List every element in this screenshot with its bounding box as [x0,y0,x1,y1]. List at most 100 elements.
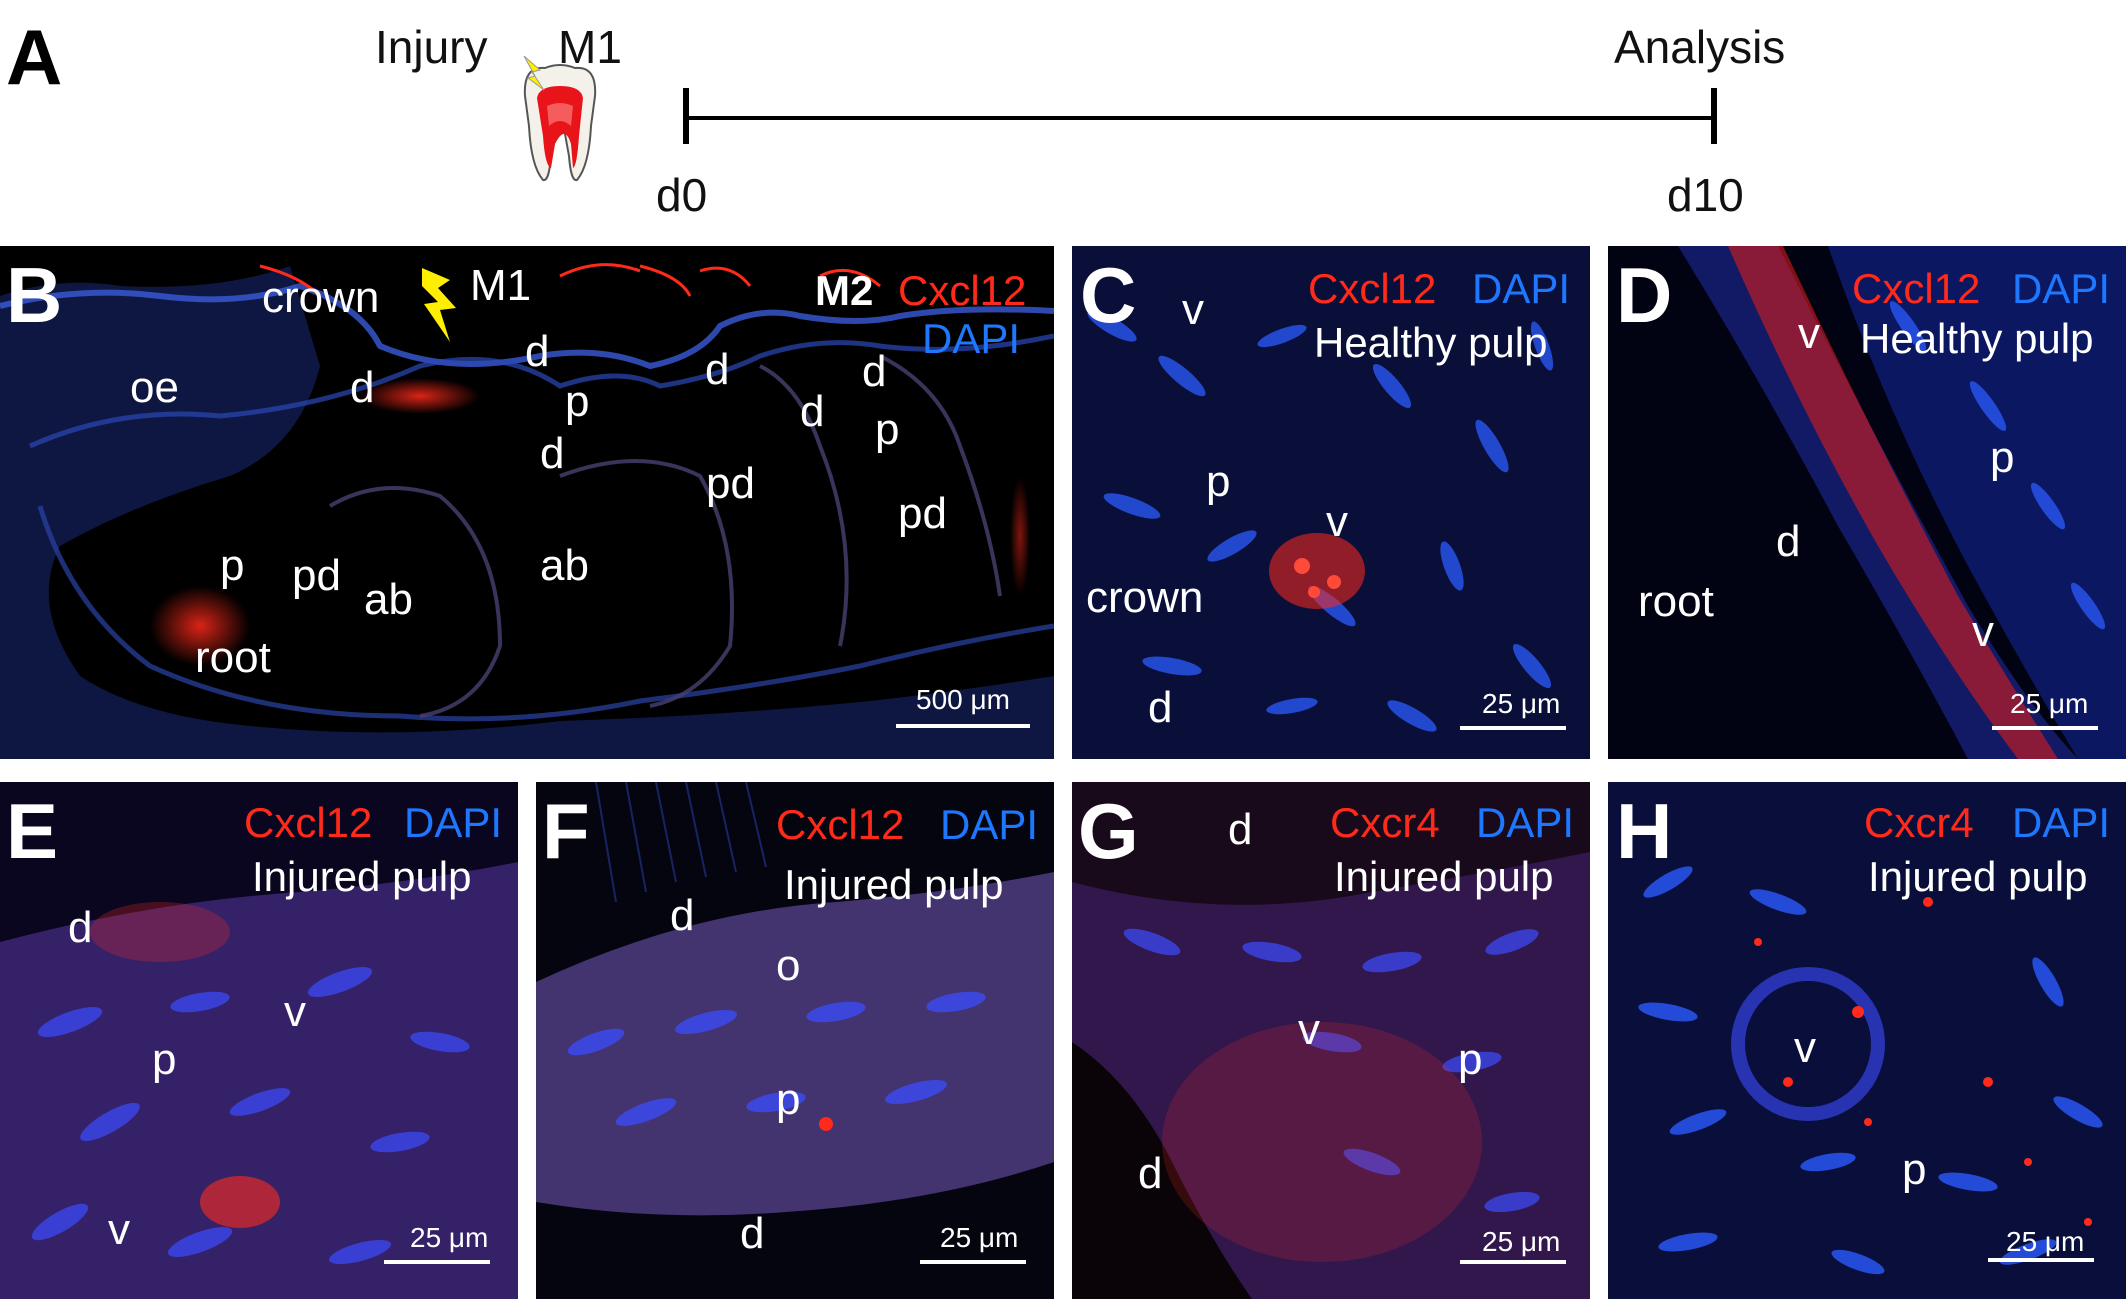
scale-bar [384,1260,490,1264]
label-v: v [1182,285,1204,334]
panel-f-image: Cxcl12 DAPI Injured pulp d o p d 25 μm [536,782,1054,1299]
label-p: p [776,1075,801,1124]
marker-label: Cxcl12 [1308,265,1437,312]
label-d: d [800,387,825,436]
label-d: d [350,363,375,412]
label-d: d [1228,805,1253,854]
marker-label: Cxcl12 [898,267,1027,314]
label-v: v [1798,309,1820,358]
marker-label: Cxcr4 [1330,799,1440,846]
panel-label-f: F [542,787,590,875]
scale-bar-label: 25 μm [2010,688,2089,719]
scale-bar [1992,726,2098,730]
panel-b-image: crown M1 M2 Cxcl12 DAPI oe d d p d d d d… [0,246,1054,759]
panel-label-h: H [1616,787,1673,875]
label-o: o [776,941,801,990]
panel-e-image: Cxcl12 DAPI Injured pulp d v p v 25 μm [0,782,518,1299]
label-d: d [670,891,695,940]
condition-label: Injured pulp [1334,853,1554,900]
panel-label-c: C [1080,251,1137,339]
label-pd: pd [898,489,947,538]
tooth-icon [523,64,597,182]
stain-label: DAPI [1472,265,1571,312]
label-pd: pd [292,551,341,600]
label-p: p [1458,1035,1483,1084]
panel-label-d: D [1616,251,1673,339]
scale-bar-label: 500 μm [916,684,1010,715]
scale-bar-label: 25 μm [2006,1226,2085,1257]
stain-label: DAPI [2012,799,2111,846]
label-ab: ab [364,575,413,624]
scale-bar [920,1260,1026,1264]
panel-label-b: B [6,251,63,339]
label-p: p [1990,433,2015,482]
timeline-start: d0 [656,169,708,221]
injury-flash-icon [422,268,456,342]
label-v: v [284,987,306,1036]
label-m1: M1 [470,261,532,310]
label-m2: M2 [815,267,874,314]
injury-flash-icon [523,56,545,91]
m1-label: M1 [558,21,622,73]
label-v: v [1972,607,1994,656]
marker-label: Cxcl12 [776,801,905,848]
stain-label: DAPI [2012,265,2111,312]
panel-label-e: E [6,787,59,875]
scale-bar [1460,726,1566,730]
stain-label: DAPI [922,315,1021,362]
scale-bar-label: 25 μm [1482,688,1561,719]
label-root: root [1638,577,1714,626]
label-root: root [195,633,271,682]
stain-label: DAPI [940,801,1039,848]
label-d: d [540,429,565,478]
scale-bar [1460,1260,1566,1264]
timeline-end: d10 [1667,169,1744,221]
analysis-label: Analysis [1614,21,1786,73]
label-d: d [525,327,550,376]
panel-c-image: Cxcl12 DAPI Healthy pulp v p v crown d 2… [1072,246,1590,759]
scale-bar-label: 25 μm [940,1222,1019,1253]
label-pd: pd [706,459,755,508]
marker-label: Cxcl12 [244,799,373,846]
label-crown: crown [1086,573,1204,622]
label-v: v [1326,497,1348,546]
condition-label: Injured pulp [252,853,472,900]
label-p: p [1206,457,1231,506]
injury-label: Injury [375,21,488,73]
label-d: d [68,903,93,952]
panel-g-image: Cxcr4 DAPI Injured pulp d v p d 25 μm [1072,782,1590,1299]
label-crown: crown [262,273,380,322]
scale-bar-label: 25 μm [410,1222,489,1253]
condition-label: Healthy pulp [1860,315,2094,362]
stain-label: DAPI [1476,799,1575,846]
label-p: p [875,405,900,454]
scale-bar-label: 25 μm [1482,1226,1561,1257]
label-d: d [705,345,730,394]
label-v: v [1298,1005,1320,1054]
label-d: d [862,347,887,396]
marker-label: Cxcr4 [1864,799,1974,846]
label-ab: ab [540,541,589,590]
stain-label: DAPI [404,799,503,846]
label-d: d [740,1209,765,1258]
label-v: v [108,1205,130,1254]
panel-d-image: Cxcl12 DAPI Healthy pulp v p d root v 25… [1608,246,2126,759]
label-oe: oe [130,363,179,412]
label-p: p [220,541,245,590]
panel-label-g: G [1078,787,1139,875]
condition-label: Healthy pulp [1314,319,1548,366]
label-d: d [1138,1149,1163,1198]
panel-h-image: Cxcr4 DAPI Injured pulp v p 25 μm [1608,782,2126,1299]
scale-bar [896,724,1030,728]
label-v: v [1794,1023,1816,1072]
timeline-axis [683,88,1717,144]
label-p: p [565,377,590,426]
condition-label: Injured pulp [784,861,1004,908]
label-d: d [1776,517,1801,566]
scale-bar [1988,1258,2094,1262]
condition-label: Injured pulp [1868,853,2088,900]
panel-label-a: A [6,13,63,101]
label-p: p [152,1035,177,1084]
label-p: p [1902,1145,1927,1194]
label-d: d [1148,683,1173,732]
